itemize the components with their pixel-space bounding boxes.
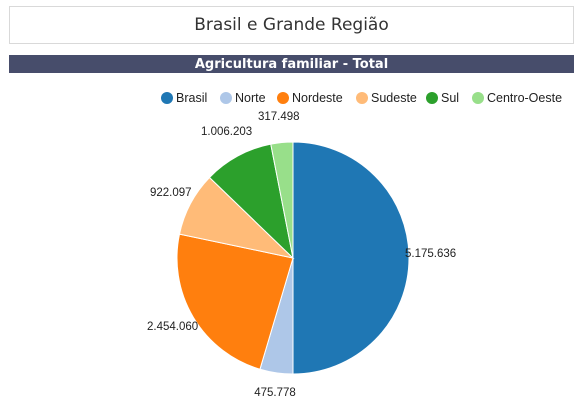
pie-slice-nordeste[interactable] — [176, 233, 294, 370]
legend-item-nordeste[interactable]: Nordeste — [277, 91, 343, 105]
legend-swatch — [161, 92, 173, 104]
chart-title-bar: Agricultura familiar - Total — [9, 55, 574, 73]
page-title: Brasil e Grande Região — [194, 15, 389, 35]
legend-swatch — [426, 92, 438, 104]
slice-label-nordeste: 2.454.060 — [147, 321, 198, 333]
page-header: Brasil e Grande Região — [9, 6, 574, 44]
legend-swatch — [277, 92, 289, 104]
legend-item-centro-oeste[interactable]: Centro-Oeste — [472, 91, 562, 105]
pie-slice-brasil[interactable] — [292, 141, 410, 375]
legend-label: Sudeste — [371, 91, 417, 105]
slice-label-sudeste: 922.097 — [150, 187, 192, 199]
legend-label: Norte — [235, 91, 266, 105]
slice-label-norte: 475.778 — [254, 387, 296, 399]
pie-slices — [176, 141, 410, 375]
chart-legend: Brasil Norte Nordeste Sudeste Sul Centro-Oest… — [161, 91, 562, 105]
legend-item-norte[interactable]: Norte — [220, 91, 266, 105]
chart-title: Agricultura familiar - Total — [194, 56, 389, 72]
legend-item-sul[interactable]: Sul — [426, 91, 459, 105]
legend-item-sudeste[interactable]: Sudeste — [356, 91, 417, 105]
legend-label: Nordeste — [292, 91, 343, 105]
pie-slice-centro-oeste[interactable] — [270, 141, 294, 259]
slice-labels: 5.175.636 475.778 2.454.060 922.097 1.006.20… — [147, 111, 456, 399]
slice-label-centro-oeste: 317.498 — [258, 111, 300, 123]
legend-label: Sul — [441, 91, 459, 105]
slice-label-brasil: 5.175.636 — [405, 248, 456, 260]
legend-swatch — [472, 92, 484, 104]
slice-label-sul: 1.006.203 — [201, 126, 252, 138]
legend-label: Brasil — [176, 91, 207, 105]
legend-item-brasil[interactable]: Brasil — [161, 91, 207, 105]
legend-label: Centro-Oeste — [487, 91, 562, 105]
legend-swatch — [220, 92, 232, 104]
legend-swatch — [356, 92, 368, 104]
